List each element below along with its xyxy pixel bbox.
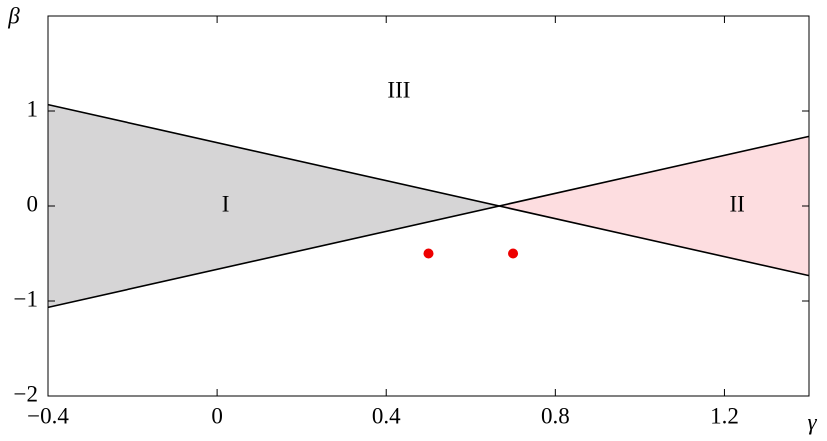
- x-tick-label: 0.8: [541, 403, 570, 428]
- region-label: I: [222, 191, 230, 216]
- x-tick-label: 0.4: [372, 403, 401, 428]
- point: [423, 248, 434, 259]
- y-axis-label: β: [7, 3, 20, 28]
- y-tick-label: −2: [14, 381, 38, 406]
- region-label: III: [387, 77, 410, 102]
- point: [508, 248, 519, 259]
- x-axis-label: γ: [807, 409, 817, 434]
- x-tick-label: −0.4: [27, 403, 69, 428]
- y-tick-label: −1: [14, 286, 38, 311]
- region: [499, 136, 809, 276]
- x-tick-label: 0: [211, 403, 223, 428]
- y-tick-label: 1: [27, 96, 39, 121]
- region: [48, 104, 500, 308]
- boundary-line: [47, 135, 810, 309]
- y-tick-label: 0: [27, 191, 39, 216]
- boundary-line: [47, 103, 810, 277]
- x-tick-label: 1.2: [710, 403, 739, 428]
- region-label: II: [729, 191, 744, 216]
